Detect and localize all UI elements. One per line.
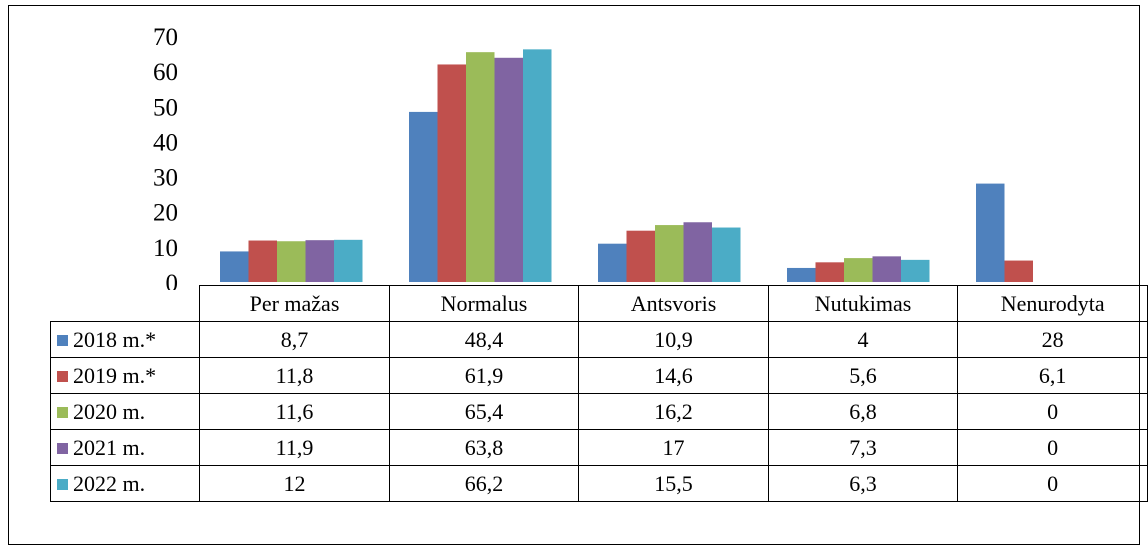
row-header-2018: 2018 m.*: [49, 321, 201, 358]
bar: [248, 240, 277, 282]
table-cell: 66,2: [388, 465, 580, 502]
row-header-2019: 2019 m.*: [49, 357, 201, 394]
series-name: 2019 m.*: [73, 363, 157, 388]
series-name: 2020 m.: [73, 399, 146, 424]
col-header-per-mazas: Per mažas: [199, 285, 390, 322]
row-header-2022: 2022 m.: [49, 465, 201, 502]
row-header-2021: 2021 m.: [49, 429, 201, 466]
y-tick-label: 10: [153, 235, 178, 262]
table-row-2021: 2021 m. 11,9 63,8 17 7,3 0: [49, 429, 1148, 466]
bar: [1004, 260, 1033, 282]
bar: [598, 243, 627, 282]
y-tick-label: 50: [153, 94, 178, 121]
table-cell: 28: [957, 321, 1148, 358]
table-cell: 17: [578, 429, 769, 466]
legend-swatch: [57, 443, 68, 455]
table-cell: 11,9: [199, 429, 390, 466]
y-tick-label: 60: [153, 59, 178, 86]
y-tick-label: 30: [153, 165, 178, 192]
table-row-2022: 2022 m. 12 66,2 15,5 6,3 0: [49, 465, 1148, 502]
bar: [220, 251, 249, 282]
bar: [305, 240, 334, 282]
table-cell: 11,6: [199, 393, 390, 430]
bar: [712, 227, 741, 282]
table-cell: 15,5: [578, 465, 769, 502]
data-table: Per mažas Normalus Antsvoris Nutukimas N…: [49, 285, 1148, 502]
bar-chart: 0 10 20 30 40 50 60 70: [153, 24, 1033, 290]
bar: [683, 222, 712, 282]
legend-swatch: [57, 479, 68, 491]
col-header-normalus: Normalus: [388, 285, 580, 322]
bar: [523, 49, 552, 283]
col-header-nutukimas: Nutukimas: [767, 285, 959, 322]
bar: [437, 64, 466, 282]
table-cell: 0: [957, 465, 1148, 502]
table-cell: 16,2: [578, 393, 769, 430]
table-cell: 5,6: [767, 357, 959, 394]
bar-group: [787, 256, 930, 282]
bar-group: [598, 222, 741, 282]
table-cell: 61,9: [388, 357, 580, 394]
bar-groups: [220, 49, 1033, 283]
series-name: 2021 m.: [73, 435, 146, 460]
table-row-2019: 2019 m.* 11,8 61,9 14,6 5,6 6,1: [49, 357, 1148, 394]
bar: [901, 259, 930, 282]
bar: [655, 225, 684, 282]
bar: [277, 241, 306, 282]
y-tick-label: 70: [153, 24, 178, 51]
bar: [815, 262, 844, 282]
legend-swatch: [57, 335, 68, 347]
bar: [334, 239, 363, 282]
table-cell: 10,9: [578, 321, 769, 358]
bar: [872, 256, 901, 282]
legend-swatch: [57, 407, 68, 419]
table-cell: 48,4: [388, 321, 580, 358]
table-cell: 6,3: [767, 465, 959, 502]
legend-swatch: [57, 371, 68, 383]
bar: [976, 183, 1005, 282]
series-name: 2022 m.: [73, 471, 146, 496]
table-cell: 6,8: [767, 393, 959, 430]
bar: [787, 267, 816, 282]
table-cell: 65,4: [388, 393, 580, 430]
bar: [494, 57, 523, 282]
bar-group: [409, 49, 552, 283]
bar: [844, 258, 873, 282]
table-cell: 63,8: [388, 429, 580, 466]
table-cell: 11,8: [199, 357, 390, 394]
series-name: 2018 m.*: [73, 327, 157, 352]
table-cell: 7,3: [767, 429, 959, 466]
table-row-2020: 2020 m. 11,6 65,4 16,2 6,8 0: [49, 393, 1148, 430]
bar: [626, 230, 655, 282]
table-corner: [51, 286, 200, 322]
table-cell: 0: [957, 429, 1148, 466]
bar-group: [976, 183, 1033, 282]
y-axis-ticks: 0 10 20 30 40 50 60 70: [153, 24, 178, 290]
table-header-row: Per mažas Normalus Antsvoris Nutukimas N…: [51, 285, 1148, 322]
col-header-antsvoris: Antsvoris: [578, 285, 769, 322]
table-cell: 4: [767, 321, 959, 358]
y-tick-label: 0: [166, 270, 179, 290]
bar: [409, 111, 438, 282]
y-tick-label: 20: [153, 200, 178, 227]
table-cell: 12: [199, 465, 390, 502]
row-header-2020: 2020 m.: [49, 393, 201, 430]
y-tick-label: 40: [153, 129, 178, 156]
bar-group: [220, 239, 363, 282]
table-cell: 6,1: [957, 357, 1148, 394]
table-cell: 8,7: [199, 321, 390, 358]
table-row-2018: 2018 m.* 8,7 48,4 10,9 4 28: [49, 321, 1148, 358]
table-cell: 0: [957, 393, 1148, 430]
bar: [466, 52, 495, 283]
table-cell: 14,6: [578, 357, 769, 394]
col-header-nenurodyta: Nenurodyta: [957, 285, 1148, 322]
